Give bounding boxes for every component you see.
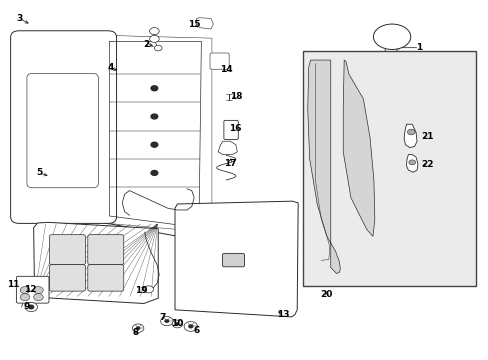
Circle shape <box>172 320 183 328</box>
Text: 17: 17 <box>224 158 236 167</box>
FancyBboxPatch shape <box>49 235 85 265</box>
Text: 2: 2 <box>143 40 149 49</box>
Circle shape <box>151 171 158 175</box>
FancyBboxPatch shape <box>49 265 85 291</box>
Circle shape <box>184 321 197 331</box>
Text: 9: 9 <box>23 302 30 311</box>
Circle shape <box>20 294 30 301</box>
Polygon shape <box>307 60 340 274</box>
FancyBboxPatch shape <box>27 73 98 188</box>
Text: 13: 13 <box>276 310 288 319</box>
Circle shape <box>407 129 414 135</box>
Text: 7: 7 <box>160 313 166 322</box>
FancyBboxPatch shape <box>222 253 244 267</box>
Text: 6: 6 <box>193 327 199 336</box>
Text: 16: 16 <box>228 124 241 133</box>
Text: 12: 12 <box>24 285 37 294</box>
Circle shape <box>20 287 30 294</box>
Circle shape <box>29 305 34 309</box>
Text: 18: 18 <box>229 91 242 100</box>
Polygon shape <box>196 18 213 29</box>
FancyBboxPatch shape <box>88 265 123 291</box>
Circle shape <box>160 316 173 326</box>
FancyBboxPatch shape <box>17 276 49 303</box>
Text: 14: 14 <box>220 66 232 75</box>
Circle shape <box>154 45 162 51</box>
Circle shape <box>34 294 43 301</box>
Text: 10: 10 <box>171 319 183 328</box>
Circle shape <box>188 325 193 328</box>
Circle shape <box>175 323 179 325</box>
Text: 1: 1 <box>415 43 422 52</box>
Text: 15: 15 <box>188 20 201 29</box>
Text: 5: 5 <box>36 168 42 177</box>
Text: 8: 8 <box>132 328 138 337</box>
Circle shape <box>149 28 159 35</box>
Text: 19: 19 <box>135 285 147 294</box>
Circle shape <box>143 286 153 293</box>
Circle shape <box>151 142 158 147</box>
FancyBboxPatch shape <box>11 31 116 224</box>
Ellipse shape <box>373 24 410 49</box>
Circle shape <box>149 35 159 42</box>
Polygon shape <box>406 154 417 172</box>
Circle shape <box>132 324 143 332</box>
Text: 22: 22 <box>421 159 433 168</box>
Text: 20: 20 <box>320 290 332 299</box>
Polygon shape <box>34 222 158 303</box>
Text: 3: 3 <box>16 14 22 23</box>
Bar <box>303 51 475 286</box>
Polygon shape <box>218 141 237 154</box>
Circle shape <box>151 114 158 119</box>
Circle shape <box>25 302 38 312</box>
Polygon shape <box>98 36 210 237</box>
Polygon shape <box>343 60 374 237</box>
Text: 4: 4 <box>107 63 113 72</box>
Polygon shape <box>175 201 298 317</box>
Polygon shape <box>103 35 211 232</box>
FancyBboxPatch shape <box>209 53 229 69</box>
Circle shape <box>408 160 415 165</box>
Circle shape <box>164 320 169 323</box>
Text: 21: 21 <box>421 132 433 141</box>
Text: 11: 11 <box>7 280 20 289</box>
Circle shape <box>34 287 43 294</box>
Circle shape <box>136 327 140 330</box>
Circle shape <box>151 86 158 91</box>
FancyBboxPatch shape <box>88 235 123 265</box>
FancyBboxPatch shape <box>224 120 238 139</box>
Polygon shape <box>403 124 416 148</box>
